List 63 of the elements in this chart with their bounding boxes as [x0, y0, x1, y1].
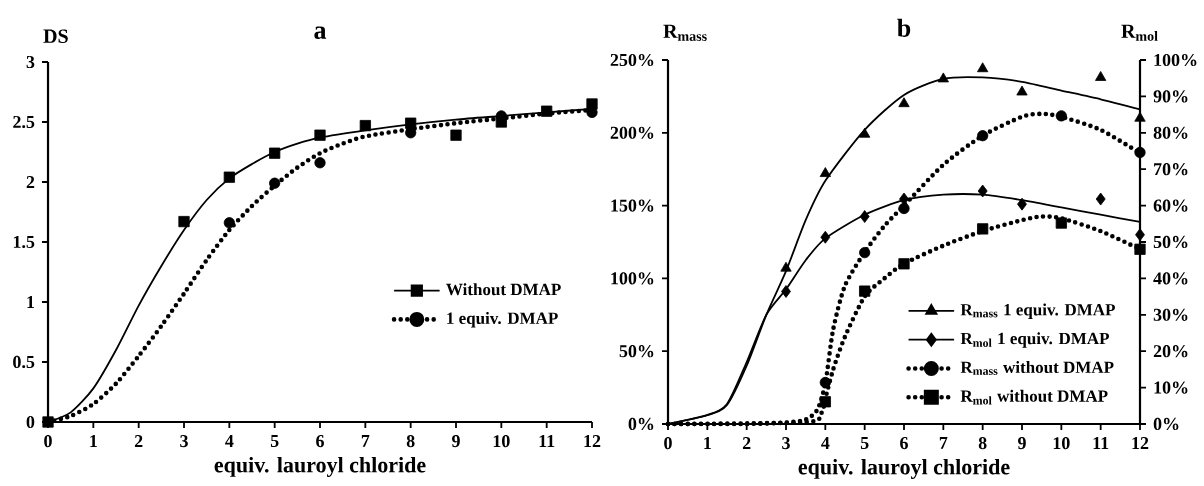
y-tick-label: 0%: [628, 417, 654, 431]
y-tick-label: 100%: [611, 272, 654, 285]
y2-tick-label: 50%: [1153, 235, 1188, 249]
y-tick-label: 200%: [610, 126, 654, 139]
x-tick-label: 3: [180, 435, 188, 448]
x-tick-label: 4: [821, 437, 830, 449]
x-tick-label: 12: [1132, 437, 1149, 449]
y2-tick-label: 60%: [1153, 199, 1188, 212]
x-tick-label: 0: [664, 437, 672, 450]
x-axis-title: equiv. lauroyl chloride: [214, 456, 426, 477]
legend-label: R$_{mol}$ 1 equiv. DMAP: [960, 332, 1110, 348]
y2-tick-label: 70%: [1154, 163, 1188, 176]
legend-label: 1 equiv. DMAP: [447, 311, 558, 328]
y2-tick-label: 10%: [1154, 381, 1188, 394]
x-tick-label: 0: [44, 435, 52, 448]
x-tick-label: 10: [1053, 437, 1070, 450]
x-tick-label: 3: [782, 437, 790, 450]
y2-tick-label: 90%: [1153, 90, 1188, 103]
x-tick-label: 4: [225, 435, 234, 447]
y-tick-label: 2: [26, 176, 35, 188]
x-tick-label: 8: [406, 435, 415, 448]
x-tick-label: 9: [1018, 437, 1026, 450]
x-tick-label: 7: [361, 435, 370, 447]
y-tick-label: 250%: [610, 53, 654, 67]
y2-axis-title: R$_{mol}$: [1121, 24, 1158, 41]
legend-label: R$_{mol}$ without DMAP: [960, 389, 1108, 405]
y-tick-label: 3: [26, 55, 35, 69]
x-tick-label: 8: [978, 437, 987, 450]
x-tick-label: 1: [90, 435, 97, 447]
x-tick-label: 6: [900, 437, 908, 450]
y2-tick-label: 20%: [1153, 345, 1188, 358]
y-axis-title: R$_{mass}$: [663, 24, 707, 41]
y-tick-label: 1.5: [13, 235, 35, 249]
x-tick-label: 9: [452, 435, 460, 448]
legend-label: R$_{mass}$ 1 equiv. DMAP: [960, 303, 1115, 319]
y2-tick-label: 100%: [1154, 53, 1197, 67]
y-tick-label: 0: [26, 415, 35, 429]
legend-label: Without DMAP: [446, 283, 561, 296]
x-tick-label: 5: [270, 435, 279, 448]
x-tick-label: 2: [742, 437, 751, 449]
y-tick-label: 0.5: [13, 355, 35, 369]
y2-tick-label: 30%: [1153, 308, 1188, 321]
x-tick-label: 11: [1093, 437, 1109, 449]
y-axis-title: DS: [43, 29, 68, 43]
chart-title: a: [314, 26, 327, 39]
y2-tick-label: 40%: [1153, 272, 1188, 285]
legend-label: R$_{mass}$ without DMAP: [960, 361, 1114, 375]
y2-tick-label: 80%: [1153, 126, 1188, 139]
y-tick-label: 1: [27, 296, 35, 308]
y2-tick-label: 0%: [1153, 417, 1179, 431]
y-tick-label: 50%: [619, 345, 654, 358]
x-tick-label: 6: [316, 435, 324, 448]
x-tick-label: 11: [539, 435, 555, 447]
y-tick-label: 2.5: [13, 115, 35, 129]
x-tick-label: 2: [134, 435, 143, 447]
x-axis-title: equiv. lauroyl chloride: [798, 458, 1010, 479]
x-tick-label: 1: [704, 437, 711, 449]
y-tick-label: 150%: [611, 199, 654, 212]
chart-title: b: [897, 18, 911, 37]
x-tick-label: 7: [939, 437, 948, 449]
x-tick-label: 12: [584, 435, 601, 447]
x-tick-label: 5: [860, 437, 869, 450]
x-tick-label: 10: [493, 435, 510, 448]
